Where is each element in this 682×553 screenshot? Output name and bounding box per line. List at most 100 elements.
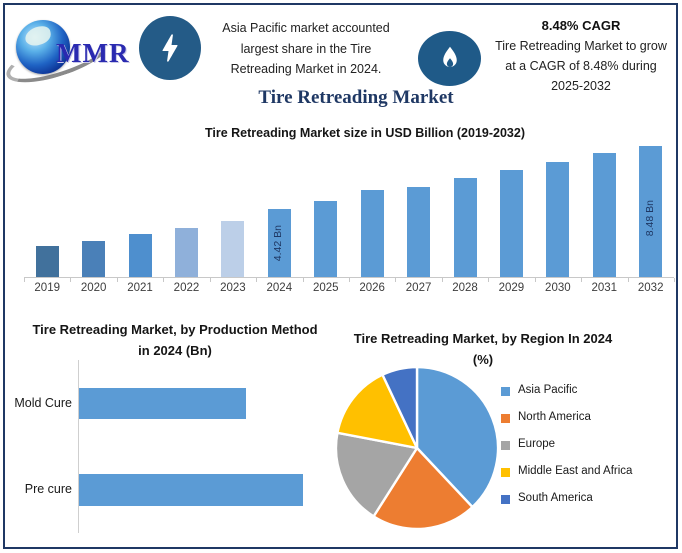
bar-2031 xyxy=(592,153,616,277)
x-axis-tick xyxy=(163,278,165,282)
note-right-line-1: Tire Retreading Market to grow xyxy=(495,39,667,53)
lightning-icon xyxy=(139,16,201,80)
legend-swatch xyxy=(501,441,510,450)
x-axis-tick xyxy=(116,278,118,282)
x-tick-label-2025: 2025 xyxy=(312,282,339,294)
x-tick-label-2021: 2021 xyxy=(127,282,153,294)
x-axis-tick xyxy=(441,278,443,282)
bar-cell-2032: 8.48 Bn xyxy=(627,141,673,277)
bar-2026 xyxy=(360,190,384,277)
x-axis-ticks xyxy=(24,278,675,282)
x-axis-tick xyxy=(302,278,304,282)
bar-cell-2026 xyxy=(349,141,395,277)
logo-text: MMR xyxy=(56,38,130,68)
x-axis-tick xyxy=(581,278,583,282)
y-axis-line xyxy=(78,360,79,533)
note-left-line-3: Retreading Market in 2024. xyxy=(230,62,382,76)
x-axis-tick xyxy=(627,278,629,282)
legend-swatch xyxy=(501,414,510,423)
bar-2025 xyxy=(314,201,338,277)
bar-2028 xyxy=(453,178,477,277)
x-axis-tick xyxy=(256,278,258,282)
bar-2027 xyxy=(407,187,431,277)
note-left-line-2: largest share in the Tire xyxy=(240,41,372,56)
x-axis-tick xyxy=(395,278,397,282)
bar-cell-2028 xyxy=(442,141,488,277)
x-tick-label-2032: 2032 xyxy=(637,282,664,294)
x-axis-tick xyxy=(534,278,536,282)
region-pie xyxy=(334,365,500,531)
flame-icon xyxy=(418,31,481,86)
pie-slice-north-america xyxy=(372,446,474,531)
bar-2024: 4.42 Bn xyxy=(267,209,291,277)
hbar-pre-cure xyxy=(79,474,303,506)
legend-item-middle-east-and-africa: Middle East and Africa xyxy=(501,465,632,492)
header-note-right: 8.48% CAGR Tire Retreading Market to gro… xyxy=(486,15,676,96)
bar-cell-2030 xyxy=(535,141,581,277)
legend-item-europe: Europe xyxy=(501,438,632,465)
cagr-headline: 8.48% CAGR xyxy=(541,18,621,33)
bar-2021 xyxy=(128,234,152,277)
legend-label: South America xyxy=(518,492,593,504)
bar-2030 xyxy=(546,162,570,277)
bar-value-label-2024: 4.42 Bn xyxy=(272,224,285,261)
legend-swatch xyxy=(501,468,510,477)
bar-cell-2021 xyxy=(117,141,163,277)
x-axis-labels: 2019 2020 2021 2022 2023 2024 2025 2026 2027 2028… xyxy=(24,282,674,294)
legend-label: Europe xyxy=(518,438,556,450)
legend-swatch xyxy=(501,495,510,504)
note-right-line-3: 2025-2032 xyxy=(551,79,611,93)
hbar-category-label-mold-cure: Mold Cure xyxy=(14,395,72,410)
region-pie-chart-title: Tire Retreading Market, by Region In 202… xyxy=(353,331,613,367)
bar-cell-2022 xyxy=(163,141,209,277)
x-tick-label-2023: 2023 xyxy=(220,282,246,294)
bar-cell-2031 xyxy=(581,141,627,277)
x-axis-tick xyxy=(349,278,350,282)
note-left-line-1: Asia Pacific market accounted xyxy=(222,21,390,35)
x-tick-label-2029: 2029 xyxy=(498,282,525,294)
x-tick-label-2027: 2027 xyxy=(405,282,432,294)
x-tick-label-2031: 2031 xyxy=(591,282,618,294)
legend-label: Middle East and Africa xyxy=(518,465,633,477)
x-axis-tick xyxy=(24,278,25,282)
pie-slice-south-america xyxy=(381,365,419,450)
bar-2023 xyxy=(221,221,245,277)
bar-2029 xyxy=(499,170,523,277)
legend-item-asia-pacific: Asia Pacific xyxy=(501,384,632,411)
legend-label: Asia Pacific xyxy=(518,384,578,396)
bar-value-label-2032: 8.48 Bn xyxy=(643,199,656,236)
bar-cell-2027 xyxy=(395,141,441,277)
legend-label: North America xyxy=(518,411,591,423)
bar-2032: 8.48 Bn xyxy=(639,146,663,277)
bar-cell-2019 xyxy=(24,141,70,277)
header-note-left: Asia Pacific market accounted largest sh… xyxy=(205,18,407,80)
legend-item-north-america: North America xyxy=(501,411,632,438)
note-right-line-2: at a CAGR of 8.48% during xyxy=(505,59,657,73)
bar-cell-2029 xyxy=(488,141,534,277)
x-tick-label-2024: 2024 xyxy=(266,282,293,294)
x-axis-tick xyxy=(70,278,72,282)
lightning-bolt-glyph xyxy=(162,34,178,62)
legend-swatch xyxy=(501,387,510,396)
flame-glyph xyxy=(442,46,457,67)
hbar-mold-cure xyxy=(79,388,246,419)
x-tick-label-2030: 2030 xyxy=(545,282,571,294)
market-size-plot: 4.42 Bn 8.48 Bn xyxy=(24,141,674,277)
pie-slice-asia-pacific xyxy=(415,365,500,509)
x-tick-label-2019: 2019 xyxy=(34,282,60,294)
bar-2022 xyxy=(174,228,198,277)
main-chart-title: Tire Retreading Market size in USD Billi… xyxy=(204,126,525,140)
x-tick-label-2026: 2026 xyxy=(359,282,385,294)
bar-2020 xyxy=(82,241,106,277)
x-axis-tick xyxy=(488,278,490,282)
bar-cell-2023 xyxy=(210,141,256,277)
bar-cell-2024: 4.42 Bn xyxy=(256,141,302,277)
bar-2019 xyxy=(35,246,59,277)
x-axis-tick xyxy=(674,278,675,282)
bar-cell-2020 xyxy=(70,141,116,277)
hbar-category-label-pre-cure: Pre cure xyxy=(24,482,72,496)
globe-icon xyxy=(16,20,70,74)
production-method-chart-title: Tire Retreading Market, by Production Me… xyxy=(32,322,318,358)
x-axis-tick xyxy=(209,278,211,282)
legend-item-south-america: South America xyxy=(501,492,632,519)
